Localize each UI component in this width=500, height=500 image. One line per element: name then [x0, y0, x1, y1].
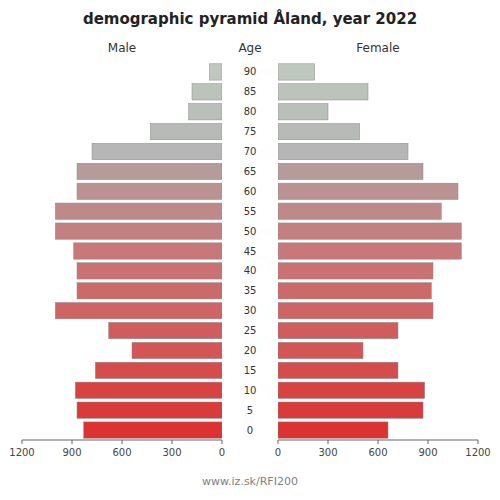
category-label: 40: [244, 265, 257, 276]
x-tick-label: 900: [62, 447, 81, 458]
chart-container: demographic pyramid Åland, year 2022 Male…: [0, 0, 500, 500]
bar: [77, 263, 222, 279]
x-tick: [122, 440, 123, 444]
bar: [278, 84, 368, 100]
title: demographic pyramid Åland, year 2022: [83, 9, 417, 28]
x-tick: [428, 440, 429, 444]
category-label: 90: [244, 66, 257, 77]
x-tick: [222, 440, 223, 444]
bar: [95, 362, 222, 378]
category-label: 50: [244, 226, 257, 237]
category-label: 65: [244, 166, 257, 177]
chart-svg: demographic pyramid Åland, year 2022 Male…: [0, 0, 500, 500]
bar: [278, 263, 433, 279]
panel-header: Female: [356, 41, 399, 55]
bar: [278, 143, 408, 159]
bar: [278, 123, 360, 139]
bar: [278, 243, 461, 259]
bar: [278, 104, 328, 120]
bar: [55, 303, 222, 319]
bar: [84, 422, 222, 438]
bar: [278, 402, 423, 418]
x-tick-label: 300: [318, 447, 337, 458]
x-tick-label: 900: [418, 447, 437, 458]
bar: [278, 283, 431, 299]
category-label: 15: [244, 365, 257, 376]
x-tick-label: 0: [219, 447, 225, 458]
bar: [278, 422, 388, 438]
category-label: 35: [244, 285, 257, 296]
bar: [75, 382, 222, 398]
bar: [77, 183, 222, 199]
bar: [189, 104, 222, 120]
panel-header: Male: [108, 41, 136, 55]
category-label: 20: [244, 345, 257, 356]
x-tick-label: 300: [162, 447, 181, 458]
bar: [278, 203, 441, 219]
bar: [132, 342, 222, 358]
category-label: 60: [244, 186, 257, 197]
x-tick-label: 600: [112, 447, 131, 458]
category-label: 75: [244, 126, 257, 137]
bar: [278, 183, 458, 199]
bar: [210, 64, 223, 80]
female-bars: [278, 64, 461, 438]
bar: [278, 322, 398, 338]
category-label: 55: [244, 206, 257, 217]
bar: [278, 362, 398, 378]
bar: [74, 243, 222, 259]
bar: [278, 64, 315, 80]
category-label: 10: [244, 385, 257, 396]
axis-label: Age: [238, 41, 261, 55]
bar: [55, 203, 222, 219]
bar: [92, 143, 222, 159]
category-label: 25: [244, 325, 257, 336]
bar: [278, 163, 423, 179]
category-label: 0: [247, 425, 253, 436]
category-label: 80: [244, 106, 257, 117]
x-tick: [22, 440, 23, 444]
bar: [278, 303, 433, 319]
bar: [109, 322, 222, 338]
x-tick: [478, 440, 479, 444]
category-label: 30: [244, 305, 257, 316]
bar: [77, 402, 222, 418]
x-tick-label: 1200: [9, 447, 34, 458]
x-tick-label: 600: [368, 447, 387, 458]
bar: [278, 382, 425, 398]
bar: [192, 84, 222, 100]
category-label: 70: [244, 146, 257, 157]
male-bars: [55, 64, 222, 438]
bar: [278, 342, 363, 358]
bar: [77, 283, 222, 299]
bar: [278, 223, 461, 239]
bar: [55, 223, 222, 239]
x-tick: [172, 440, 173, 444]
x-tick: [378, 440, 379, 444]
x-tick: [72, 440, 73, 444]
background: [0, 0, 500, 500]
bar: [150, 123, 222, 139]
category-label: 5: [247, 405, 253, 416]
category-label: 85: [244, 86, 257, 97]
x-tick-label: 1200: [465, 447, 490, 458]
x-tick: [328, 440, 329, 444]
x-tick: [278, 440, 279, 444]
bar: [77, 163, 222, 179]
x-tick-label: 0: [275, 447, 281, 458]
category-label: 45: [244, 246, 257, 257]
footer: www.iz.sk/RFI200: [202, 475, 298, 488]
